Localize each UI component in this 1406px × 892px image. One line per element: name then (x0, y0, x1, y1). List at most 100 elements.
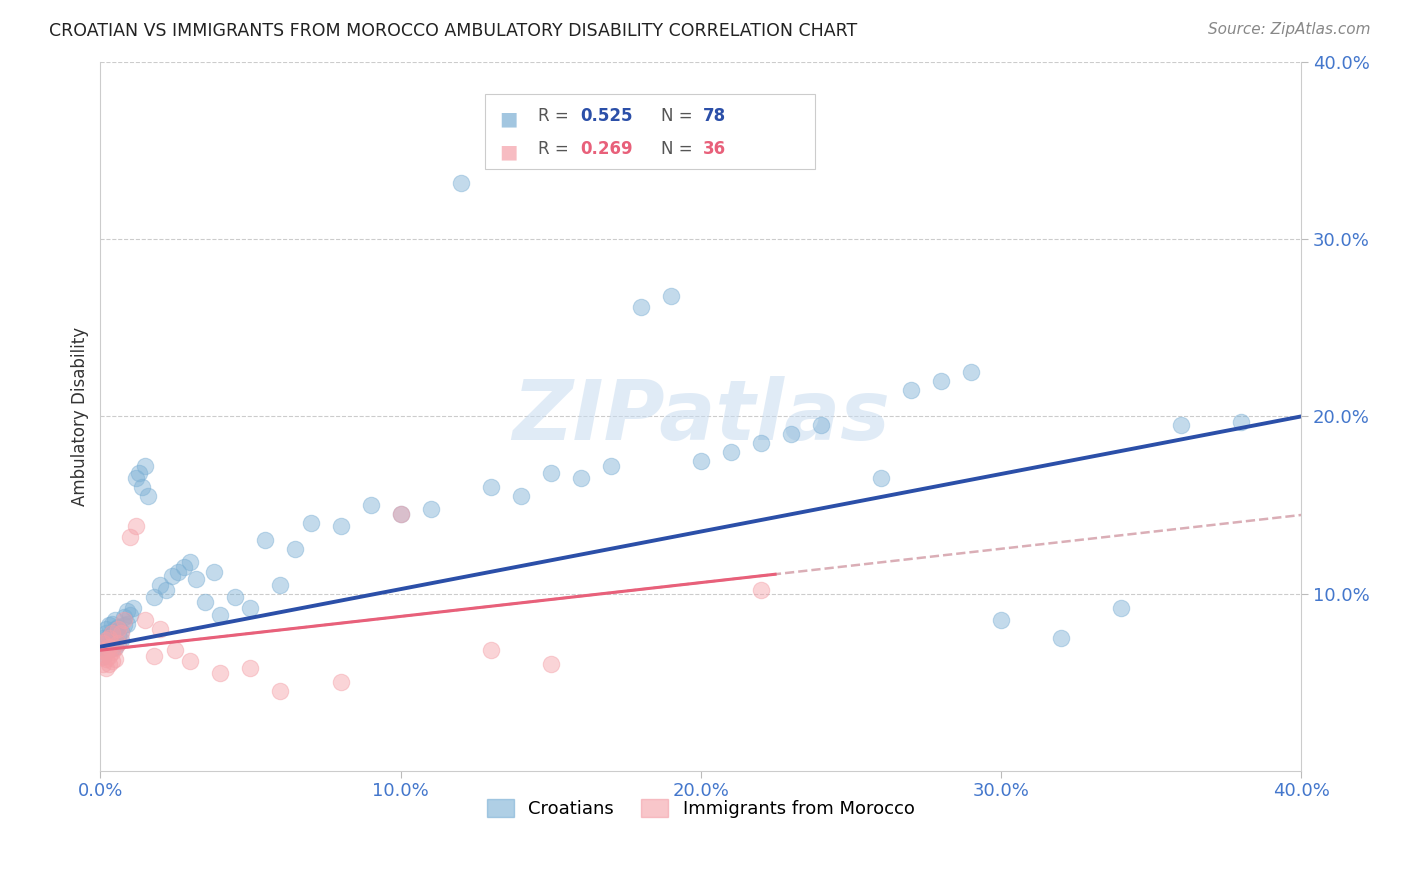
Point (101, 645, 124, 659)
Point (96, 625, 118, 640)
Point (479, 480, 502, 494)
Point (96, 645, 118, 659)
Point (93, 650, 115, 665)
Point (96, 636, 118, 650)
Point (98, 657, 121, 672)
Point (128, 466, 150, 480)
Text: 0.269: 0.269 (581, 140, 633, 158)
Text: R =: R = (538, 140, 575, 158)
Point (98, 640, 121, 654)
Point (299, 516, 322, 530)
Point (110, 625, 132, 640)
Point (165, 643, 187, 657)
Text: N =: N = (661, 140, 697, 158)
Point (104, 652, 127, 666)
Point (1170, 418, 1192, 433)
Point (284, 542, 307, 557)
Point (450, 176, 472, 190)
Point (96, 652, 118, 666)
Point (101, 641, 124, 656)
Point (96, 632, 118, 647)
Point (224, 590, 246, 604)
Point (155, 582, 177, 597)
Point (239, 600, 262, 615)
Point (929, 374, 952, 388)
Point (689, 453, 711, 467)
Point (138, 489, 160, 503)
Point (131, 480, 153, 494)
Text: N =: N = (661, 107, 697, 125)
Point (659, 289, 682, 303)
Point (112, 609, 135, 624)
Point (134, 613, 156, 627)
Text: 36: 36 (703, 140, 725, 158)
Point (569, 471, 592, 485)
Point (179, 654, 201, 668)
Point (98, 631, 121, 645)
Point (173, 560, 195, 574)
Text: 78: 78 (703, 107, 725, 125)
Point (254, 533, 277, 548)
Point (98, 629, 121, 643)
Point (101, 616, 124, 631)
Point (143, 590, 166, 604)
Text: ■: ■ (499, 143, 517, 161)
Point (104, 641, 127, 656)
Point (630, 300, 652, 314)
Point (143, 648, 166, 663)
Point (167, 566, 190, 580)
Point (269, 684, 291, 698)
Point (93, 657, 115, 672)
Point (110, 632, 132, 647)
Point (194, 595, 217, 609)
Point (101, 625, 124, 640)
Text: Source: ZipAtlas.com: Source: ZipAtlas.com (1208, 22, 1371, 37)
Point (107, 636, 129, 650)
Point (900, 383, 922, 397)
Point (990, 613, 1012, 627)
Point (1050, 631, 1073, 645)
Point (107, 620, 129, 634)
Point (101, 625, 124, 640)
Point (479, 643, 502, 657)
Point (104, 613, 127, 627)
Point (1230, 415, 1253, 429)
Point (329, 675, 352, 690)
Point (104, 631, 127, 645)
Text: R =: R = (538, 107, 575, 125)
Point (749, 436, 772, 450)
Text: ■: ■ (499, 110, 517, 128)
Point (720, 445, 742, 459)
Point (329, 519, 352, 533)
Point (93, 648, 115, 663)
Point (117, 604, 139, 618)
Point (112, 613, 135, 627)
Legend: Croatians, Immigrants from Morocco: Croatians, Immigrants from Morocco (479, 791, 922, 825)
Point (419, 501, 441, 516)
Point (134, 458, 156, 473)
Point (204, 566, 226, 580)
Point (101, 634, 124, 648)
Point (96, 622, 118, 636)
Point (110, 624, 132, 638)
Point (93, 636, 115, 650)
Point (98, 638, 121, 652)
Point (98, 648, 121, 663)
Point (960, 365, 983, 379)
Point (96, 643, 118, 657)
Point (810, 418, 832, 433)
Point (101, 654, 124, 668)
Point (112, 618, 135, 632)
Y-axis label: Ambulatory Disability: Ambulatory Disability (72, 326, 89, 506)
Point (107, 629, 129, 643)
Point (779, 427, 801, 442)
Point (122, 600, 145, 615)
Point (209, 666, 232, 681)
Point (599, 458, 621, 473)
Point (870, 471, 893, 485)
Point (540, 466, 562, 480)
Point (98, 618, 121, 632)
Point (104, 622, 127, 636)
Point (117, 616, 139, 631)
Point (149, 577, 172, 591)
